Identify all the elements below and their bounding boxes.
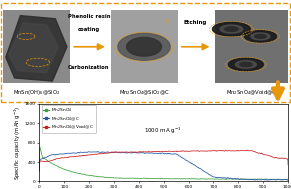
FancyBboxPatch shape (215, 10, 288, 83)
Polygon shape (9, 23, 58, 73)
Text: Mn$_2$SnO$_4$@Void@C: Mn$_2$SnO$_4$@Void@C (226, 88, 277, 97)
Text: Etching: Etching (184, 20, 207, 25)
Text: MnSn(OH)$_6$@SiO$_2$: MnSn(OH)$_6$@SiO$_2$ (13, 88, 60, 97)
FancyBboxPatch shape (3, 10, 70, 83)
Y-axis label: Specific capacity (mAh g$^{-1}$): Specific capacity (mAh g$^{-1}$) (13, 106, 23, 180)
Polygon shape (118, 33, 170, 60)
Text: Carbonization: Carbonization (68, 65, 109, 70)
Polygon shape (225, 27, 238, 32)
Polygon shape (240, 62, 252, 67)
Polygon shape (212, 22, 250, 36)
Text: Phenolic resin: Phenolic resin (68, 14, 110, 19)
Polygon shape (235, 61, 256, 68)
Polygon shape (228, 58, 263, 71)
Text: coating: coating (78, 27, 100, 32)
Polygon shape (6, 16, 67, 81)
FancyBboxPatch shape (111, 10, 178, 83)
Polygon shape (127, 37, 162, 56)
Text: Mn$_2$SnO$_4$@SiO$_2$@C: Mn$_2$SnO$_4$@SiO$_2$@C (118, 88, 170, 97)
Legend: Mn$_2$SnO$_4$, Mn$_2$SnO$_4$@C, Mn$_2$SnO$_4$@Void@C: Mn$_2$SnO$_4$, Mn$_2$SnO$_4$@C, Mn$_2$Sn… (42, 105, 95, 133)
Polygon shape (244, 31, 276, 42)
Polygon shape (220, 25, 243, 33)
Polygon shape (251, 33, 270, 40)
Text: 1000 mA g$^{-1}$: 1000 mA g$^{-1}$ (144, 126, 181, 136)
Polygon shape (255, 34, 266, 38)
Text: C: C (166, 19, 170, 24)
